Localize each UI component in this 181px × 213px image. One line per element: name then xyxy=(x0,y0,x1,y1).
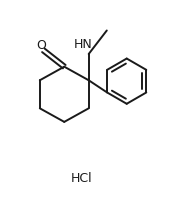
Text: HCl: HCl xyxy=(71,172,92,185)
Text: HN: HN xyxy=(74,39,93,52)
Text: O: O xyxy=(37,39,47,52)
